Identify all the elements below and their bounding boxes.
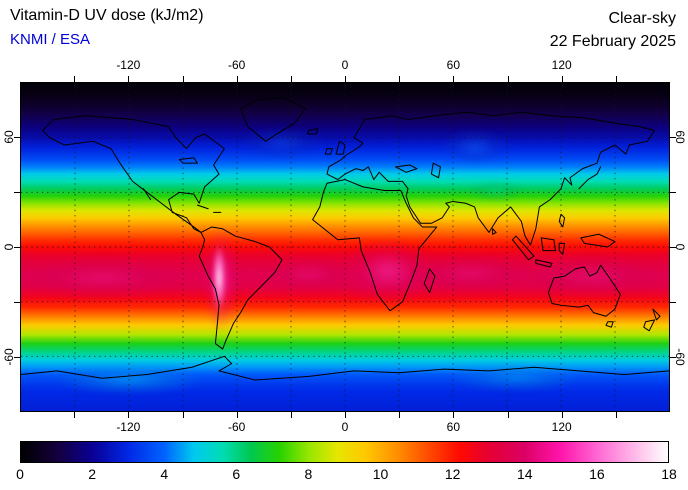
lon-tick-bottom [290,412,292,418]
hotspot-north-australia-band [528,254,659,299]
hotspot-south-pacific-band [21,255,187,300]
colorbar-tick-label: 18 [661,466,677,482]
lat-tick-label-right: 60 [673,130,687,144]
coast-java [536,260,552,267]
lon-tick-bottom [507,412,509,418]
coast-greenland [241,98,306,142]
coast-madagascar [424,269,435,293]
coast-new-zealand [644,309,660,331]
coast-eurasia [327,112,655,245]
coast-sumatra [512,236,534,260]
colorbar-tick-label: 8 [304,466,313,482]
colorbar [20,441,669,463]
lon-tick-bottom [182,412,184,418]
coast-south-america [199,227,282,349]
coast-australia [548,265,620,316]
header-right: Clear-sky 22 February 2025 [550,7,676,53]
colorbar-tick-label: 0 [16,466,24,482]
colorbar-gradient [21,442,668,462]
scene-label: Clear-sky [608,10,676,27]
lat-tick-right [670,357,676,358]
inland-black-sea [395,165,417,172]
hotspot-central-asia-bright [437,128,513,165]
lat-tick-right [670,302,676,303]
coast-japan [579,167,601,189]
hotspot-indian-ocean-band [411,253,531,292]
lakes-great-lakes [179,158,197,163]
colorbar-tick-label: 6 [232,466,241,482]
lat-tick-label-left: -60 [2,348,16,366]
lat-tick-label-left: 0 [2,243,16,251]
coast-caribbean [197,205,220,212]
coast-north-america [43,116,225,233]
hotspot-north-atlantic-bright [237,126,327,161]
coast-sulawesi [559,243,564,254]
hotspot-tibet-himalaya [468,179,525,202]
colorbar-tick-label: 16 [589,466,605,482]
lon-tick-label-bottom: -120 [116,420,141,434]
lon-tick-bottom [399,412,401,418]
page-title: Vitamin-D UV dose (kJ/m2) [10,7,204,24]
coast-iceland [307,129,318,134]
lon-tick-bottom [236,412,238,418]
lat-tick-right [670,137,676,138]
lat-tick-label-left: 60 [2,130,16,144]
coastline-svg [21,83,669,411]
coast-antarctica [21,356,669,380]
lon-tick-bottom [561,412,563,418]
coast-baja-california [143,189,150,200]
hotspot-andes-altiplano-peak [212,243,226,312]
lon-tick-label-bottom: -60 [227,420,246,434]
colorbar-tick-label: 10 [372,466,389,482]
lon-tick-bottom [128,412,130,418]
hotspot-layer [21,83,669,411]
inland-caspian-sea [431,163,440,178]
lon-tick-label-top: 0 [341,58,349,72]
lon-tick-label-top: -60 [227,58,246,72]
lon-tick-label-top: 120 [551,58,572,72]
date-label: 22 February 2025 [549,33,676,50]
lon-tick-label-bottom: 60 [446,420,461,434]
coast-africa [313,180,437,311]
coast-borneo [541,238,555,251]
lon-tick-label-bottom: 0 [341,420,349,434]
coast-tasmania [606,322,613,327]
lon-tick-bottom [74,412,76,418]
lon-tick-bottom [615,412,617,418]
coast-philippines [559,214,564,227]
coastlines [21,98,669,380]
lon-tick-label-bottom: 120 [551,420,572,434]
colorbar-tick-label: 4 [160,466,169,482]
lon-tick-label-top: -120 [116,58,141,72]
lat-tick-right [670,192,676,193]
coast-new-guinea [581,234,615,247]
lon-tick-bottom [453,412,455,418]
lon-tick-label-top: 60 [446,58,461,72]
coast-ireland [325,149,332,154]
lat-tick-right [670,247,676,248]
coast-britain [336,141,345,154]
lon-tick-bottom [345,412,346,418]
lat-tick-label-right: -60 [673,348,687,366]
colorbar-tick-label: 2 [88,466,97,482]
credit-text: KNMI / ESA [10,31,91,48]
coast-sri-lanka [493,229,497,234]
hotspot-south-atlantic-band [263,256,354,293]
map-plot [20,82,670,412]
lat-tick-label-right: 0 [673,243,687,251]
colorbar-tick-label: 14 [516,466,533,482]
colorbar-tick-label: 12 [444,466,461,482]
